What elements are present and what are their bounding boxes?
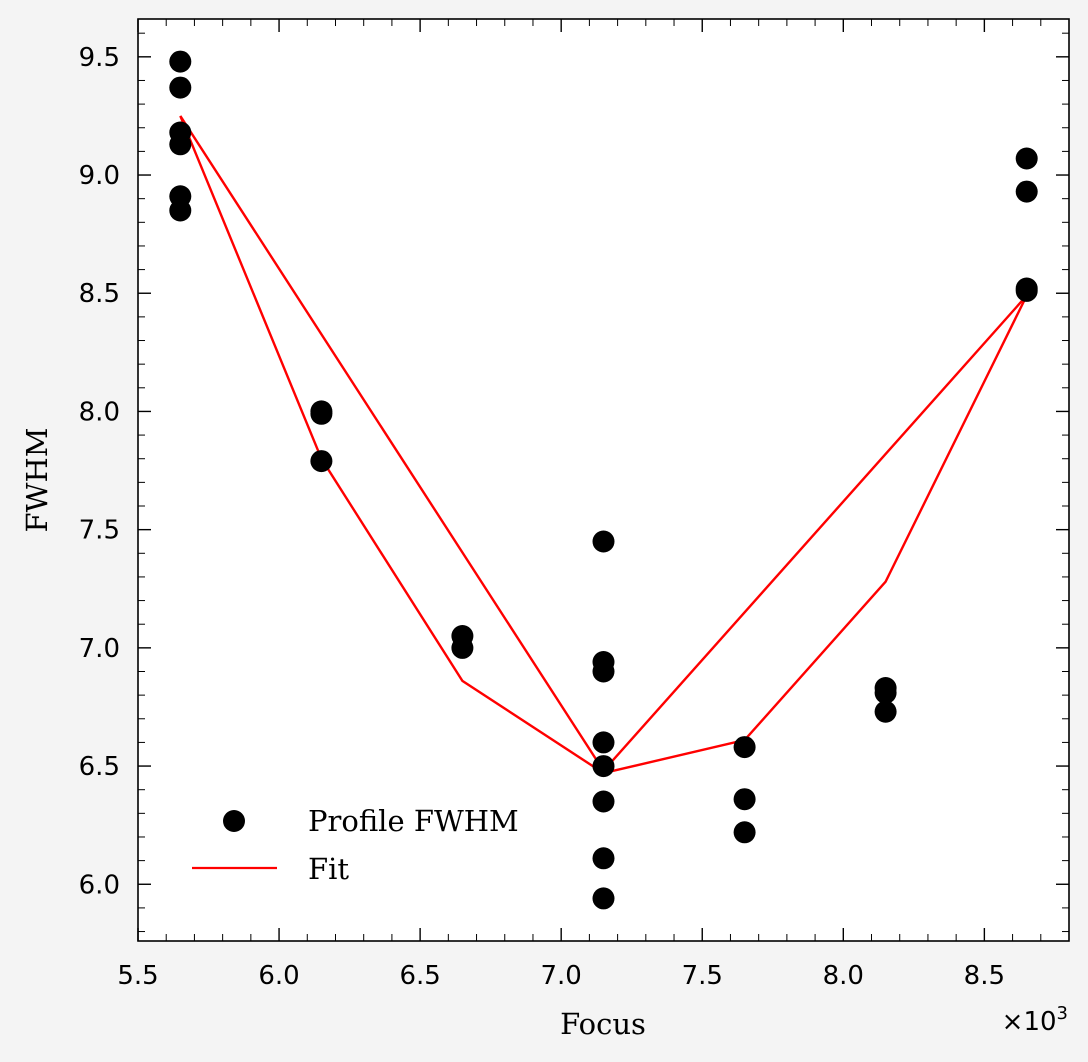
profile-fwhm-point xyxy=(592,887,615,910)
profile-fwhm-point xyxy=(592,530,615,553)
y-tick-label: 9.5 xyxy=(79,43,120,73)
minor-ticks xyxy=(138,19,1070,941)
x-tick-label: 6.5 xyxy=(399,961,440,991)
profile-fwhm-point xyxy=(733,788,756,811)
y-tick-label: 6.0 xyxy=(79,870,120,900)
profile-fwhm-point xyxy=(169,199,192,222)
y-tick-label: 7.0 xyxy=(79,634,120,664)
profile-fwhm-point xyxy=(733,821,756,844)
profile-fwhm-point xyxy=(1015,279,1038,302)
x-tick-label: 7.5 xyxy=(682,961,723,991)
profile-fwhm-point xyxy=(310,450,333,473)
profile-fwhm-point xyxy=(592,755,615,778)
x-tick-label: 8.5 xyxy=(964,961,1005,991)
profile-fwhm-point xyxy=(1015,180,1038,203)
data-points-layer xyxy=(169,50,1038,910)
profile-fwhm-point xyxy=(733,736,756,759)
y-tick-label: 8.0 xyxy=(79,397,120,427)
legend-label-fit: Fit xyxy=(308,852,349,886)
profile-fwhm-point xyxy=(592,660,615,683)
y-tick-labels: 6.0 6.5 7.0 7.5 8.0 8.5 9.0 9.5 xyxy=(79,43,120,900)
legend-label-profile-fwhm: Profile FWHM xyxy=(308,804,519,838)
profile-fwhm-point xyxy=(169,50,192,73)
plot-area xyxy=(138,19,1069,941)
x-tick-label: 5.5 xyxy=(117,961,158,991)
profile-fwhm-point xyxy=(310,402,333,425)
legend: Profile FWHM Fit xyxy=(192,804,519,886)
profile-fwhm-point xyxy=(1015,147,1038,170)
profile-fwhm-point xyxy=(169,76,192,99)
x-axis-title: Focus xyxy=(560,1007,646,1041)
profile-fwhm-point xyxy=(592,790,615,813)
x-axis-multiplier: ×103 xyxy=(1002,1003,1068,1037)
x-tick-label: 6.0 xyxy=(258,961,299,991)
x-tick-labels: 5.5 6.0 6.5 7.0 7.5 8.0 8.5 xyxy=(117,961,1005,991)
profile-fwhm-point xyxy=(874,700,897,723)
y-tick-label: 8.5 xyxy=(79,279,120,309)
y-axis-title: FWHM xyxy=(20,428,54,533)
profile-fwhm-point xyxy=(592,731,615,754)
y-tick-label: 7.5 xyxy=(79,516,120,546)
x-tick-label: 8.0 xyxy=(823,961,864,991)
plot-frame xyxy=(137,18,1070,942)
profile-fwhm-point xyxy=(874,681,897,704)
x-tick-label: 7.0 xyxy=(541,961,582,991)
legend-marker-profile-fwhm xyxy=(223,810,245,832)
y-tick-label: 9.0 xyxy=(79,161,120,191)
profile-fwhm-point xyxy=(169,133,192,156)
profile-fwhm-point xyxy=(592,847,615,870)
y-tick-label: 6.5 xyxy=(79,752,120,782)
profile-fwhm-point xyxy=(451,636,474,659)
